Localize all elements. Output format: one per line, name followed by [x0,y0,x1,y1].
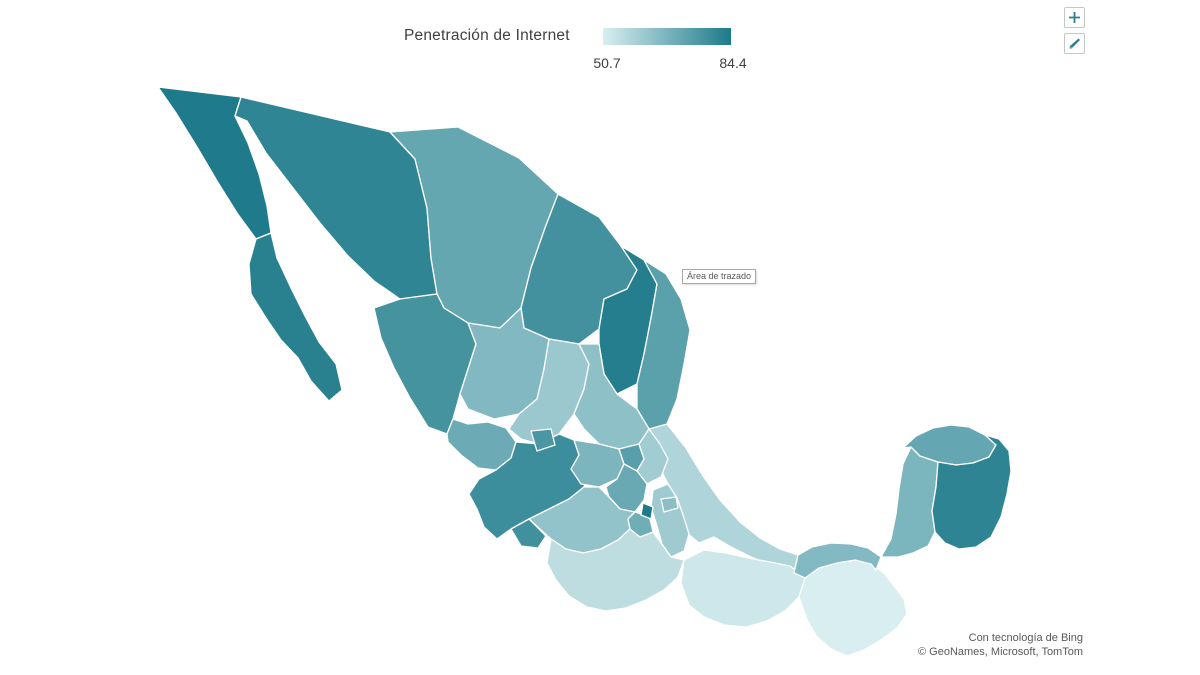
chart-styles-button[interactable] [1064,33,1085,54]
map-attribution: Con tecnología de Bing © GeoNames, Micro… [918,631,1083,659]
state-mex[interactable] [605,463,648,513]
legend-min-label: 50.7 [593,55,621,71]
plot-area-tooltip: Área de trazado [682,269,757,284]
state-camp[interactable] [880,446,939,558]
state-col[interactable] [510,518,547,549]
state-oax[interactable] [680,549,806,628]
legend-max-label: 84.4 [719,55,747,71]
state-ags[interactable] [530,428,556,452]
state-bcs[interactable] [248,232,343,402]
color-legend: 50.7 84.4 [593,28,747,88]
state-tab[interactable] [793,542,882,579]
providers-attribution-line: © GeoNames, Microsoft, TomTom [918,646,1083,658]
state-tlax[interactable] [660,496,679,513]
bing-attribution-line: Con tecnología de Bing [968,632,1083,644]
chart-title: Penetración de Internet [404,27,570,44]
state-tamps[interactable] [636,259,691,430]
state-qroo[interactable] [931,434,1012,550]
state-pue[interactable] [650,483,690,558]
chart-styles-brush-icon [1068,37,1081,50]
state-gto[interactable] [570,439,625,488]
state-hgo[interactable] [636,428,669,485]
chart-elements-plus-icon [1068,11,1081,24]
state-cdmx[interactable] [640,502,654,520]
legend-gradient-bar [603,28,731,45]
chart-elements-button[interactable] [1064,7,1085,28]
state-chis[interactable] [798,559,908,657]
